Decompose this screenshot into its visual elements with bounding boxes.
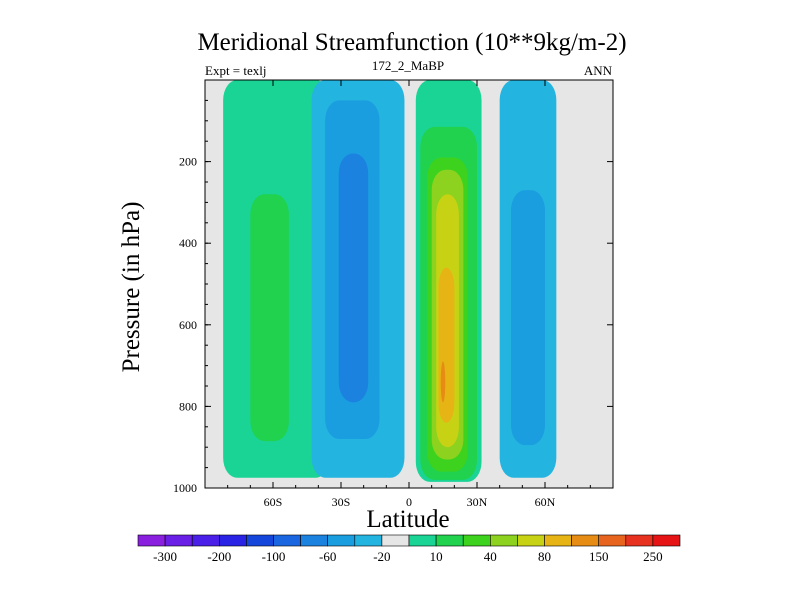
colorbar-swatch (191, 534, 220, 547)
colorbar-swatch (462, 534, 491, 547)
colorbar-label: -200 (207, 549, 231, 564)
y-tick-label: 1000 (173, 481, 197, 495)
colorbar-swatch (219, 534, 247, 547)
colorbar-label: 150 (589, 549, 609, 564)
y-axis-label: Pressure (in hPa) (118, 202, 145, 373)
colorbar-swatch (625, 534, 654, 547)
colorbar: -300 -200 -100 -60 -20 10 40 80 150 250 (137, 534, 681, 564)
x-tick-label: 30N (467, 495, 488, 509)
contour-regions (223, 80, 557, 482)
x-tick-label: 30S (332, 495, 351, 509)
colorbar-swatch (327, 534, 356, 547)
colorbar-swatch (354, 534, 383, 547)
colorbar-label: 40 (484, 549, 497, 564)
run-label: 172_2_MaBP (372, 58, 444, 73)
x-tick-label: 60S (264, 495, 283, 509)
colorbar-swatch (273, 534, 301, 547)
colorbar-swatch (652, 534, 681, 547)
colorbar-swatch (517, 534, 545, 547)
colorbar-label: -100 (262, 549, 286, 564)
colorbar-label: -20 (373, 549, 390, 564)
colorbar-swatch (544, 534, 572, 547)
y-tick-label: 200 (179, 155, 197, 169)
x-axis-ticks: 60S 30S 0 30N 60N (204, 80, 614, 509)
experiment-label: Expt = texlj (205, 63, 267, 78)
chart-title: Meridional Streamfunction (10**9kg/m-2) (197, 29, 626, 56)
colorbar-swatch (571, 534, 599, 547)
colorbar-label: 250 (643, 549, 663, 564)
contour-sh-outer-cell-core (250, 194, 289, 442)
colorbar-swatch (381, 534, 410, 547)
y-axis-ticks: 200 400 600 800 1000 (173, 79, 613, 495)
colorbar-label: -300 (153, 549, 177, 564)
x-tick-label: 60N (535, 495, 556, 509)
y-tick-label: 800 (179, 399, 197, 413)
colorbar-swatch (164, 534, 193, 547)
plot-area (204, 79, 614, 489)
contour-sh-hadley-cell-max (338, 153, 369, 403)
contour-nh-hadley-cell-5 (438, 267, 455, 423)
colorbar-label: -60 (319, 549, 336, 564)
colorbar-swatch (435, 534, 464, 547)
contour-nh-ferrel-cell-core (511, 190, 545, 446)
colorbar-swatch (598, 534, 627, 547)
y-tick-label: 600 (179, 318, 197, 332)
colorbar-swatch (137, 534, 166, 547)
colorbar-swatch (246, 534, 274, 547)
contour-nh-hadley-cell-max (440, 361, 446, 403)
colorbar-swatch (408, 534, 437, 547)
season-label: ANN (584, 63, 613, 78)
y-tick-label: 400 (179, 236, 197, 250)
x-tick-label: 0 (406, 495, 412, 509)
x-axis-label: Latitude (366, 506, 449, 533)
colorbar-swatch (489, 534, 518, 547)
colorbar-label: 80 (538, 549, 551, 564)
colorbar-label: 10 (430, 549, 443, 564)
colorbar-swatch (300, 534, 329, 547)
